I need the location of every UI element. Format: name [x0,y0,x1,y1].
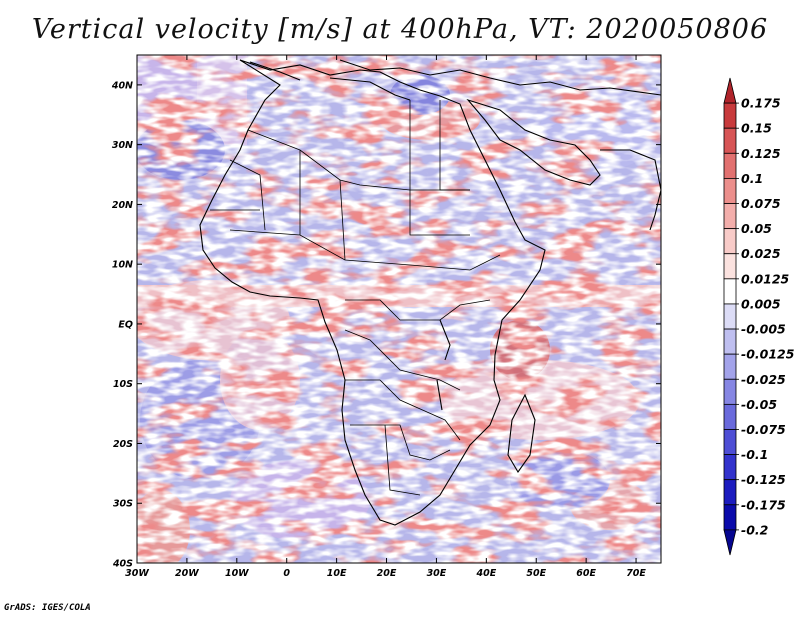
colorbar-arrow-top [723,77,737,104]
africa-coastline [199,59,546,526]
colorbar-swatch [723,378,737,405]
colorbar-label: 0.15 [741,121,772,136]
colorbar-label: 0.05 [741,221,772,236]
border-egypt-libya [409,100,470,191]
colorbar: 0.175 0.15 0.125 0.1 0.075 0.05 0.025 0.0125 0.0… [723,77,795,556]
x-tick-label: 20E [377,568,397,579]
colorbar-label: 0.1 [741,171,763,186]
colorbar-swatch [723,353,737,380]
colorbar-label: -0.025 [741,372,786,387]
x-tick-label: 60E [576,568,596,579]
y-tick-label: 30N [112,140,133,151]
colorbar-swatch [723,278,737,305]
colorbar-swatch [723,403,737,430]
border-south-1 [345,379,461,441]
y-tick-label: 10N [112,260,133,271]
colorbar-swatch [723,303,737,330]
colorbar-swatch [723,253,737,280]
border-sahel [229,229,501,271]
y-axis-ticks: 40N 30N 20N 10N EQ 10S 20S 30S 40S [111,80,661,570]
mediterranean [249,61,411,101]
y-tick-label: 20N [112,200,133,211]
colorbar-label: -0.0125 [741,347,795,362]
coastlines [199,59,661,526]
x-tick-label: 70E [626,568,646,579]
india-coast [600,149,661,231]
x-tick-label: 30E [427,568,447,579]
x-tick-label: 10W [225,568,249,579]
y-tick-label: 40N [111,80,133,91]
colorbar-swatch [723,203,737,230]
colorbar-label: 0.0125 [741,271,790,286]
colorbar-arrow-bottom [723,529,737,556]
colorbar-swatch [723,152,737,179]
colorbar-label: 0.075 [741,196,781,211]
border-west-1 [210,159,266,231]
x-tick-label: 50E [526,568,546,579]
arabian-peninsula [466,98,601,186]
border-south-2 [350,424,451,461]
colorbar-label: 0.175 [741,96,781,111]
colorbar-label: 0.025 [741,246,781,261]
colorbar-swatch [723,102,737,129]
colorbar-swatch [723,228,737,255]
border-south-3 [384,424,421,496]
colorbar-swatch [723,479,737,506]
white-streaks [137,55,661,563]
plot-frame [136,54,662,564]
colorbar-label: -0.2 [741,522,768,537]
madagascar [507,393,536,474]
great-lakes [439,319,451,361]
border-sahara-2 [299,150,470,261]
y-tick-label: 10S [113,379,133,390]
colorbar-swatch [723,454,737,481]
border-central-2 [344,329,461,391]
y-tick-label: 40S [112,559,133,570]
y-tick-label: 30S [113,499,133,510]
country-borders [210,100,501,496]
colorbar-swatch [723,328,737,355]
colorbar-label: -0.05 [741,397,777,412]
x-tick-label: 40E [475,568,496,579]
colorbar-label: -0.125 [741,472,786,487]
y-tick-label: EQ [118,319,133,330]
colorbar-swatch [723,429,737,455]
velocity-field [137,55,661,563]
x-tick-label: 30W [125,568,149,579]
border-central-1 [345,299,491,321]
colorbar-label: -0.1 [741,447,768,462]
colorbar-swatch [723,127,737,154]
border-sahara-1 [247,129,470,191]
colorbar-label: 0.005 [741,296,781,311]
lake-malawi [436,379,443,411]
colorbar-swatch [723,178,737,204]
asia-minor-coast [339,59,661,96]
x-axis-ticks: 30W 20W 10W 0 10E 20E 30E 40E 50E 60E 70E [125,55,646,579]
colorbar-label: -0.175 [741,497,786,512]
plot-title: Vertical velocity [m/s] at 400hPa, VT: 2… [31,14,769,45]
x-tick-label: 0 [283,568,290,579]
grads-credit: GrADS: IGES/COLA [4,603,91,613]
colorbar-label: -0.075 [741,422,786,437]
colorbar-swatch [723,504,737,531]
y-tick-label: 20S [113,439,133,450]
colorbar-label: 0.125 [741,146,781,161]
x-tick-label: 10E [327,568,347,579]
colorbar-label: -0.005 [741,322,786,337]
x-tick-label: 20W [175,568,199,579]
